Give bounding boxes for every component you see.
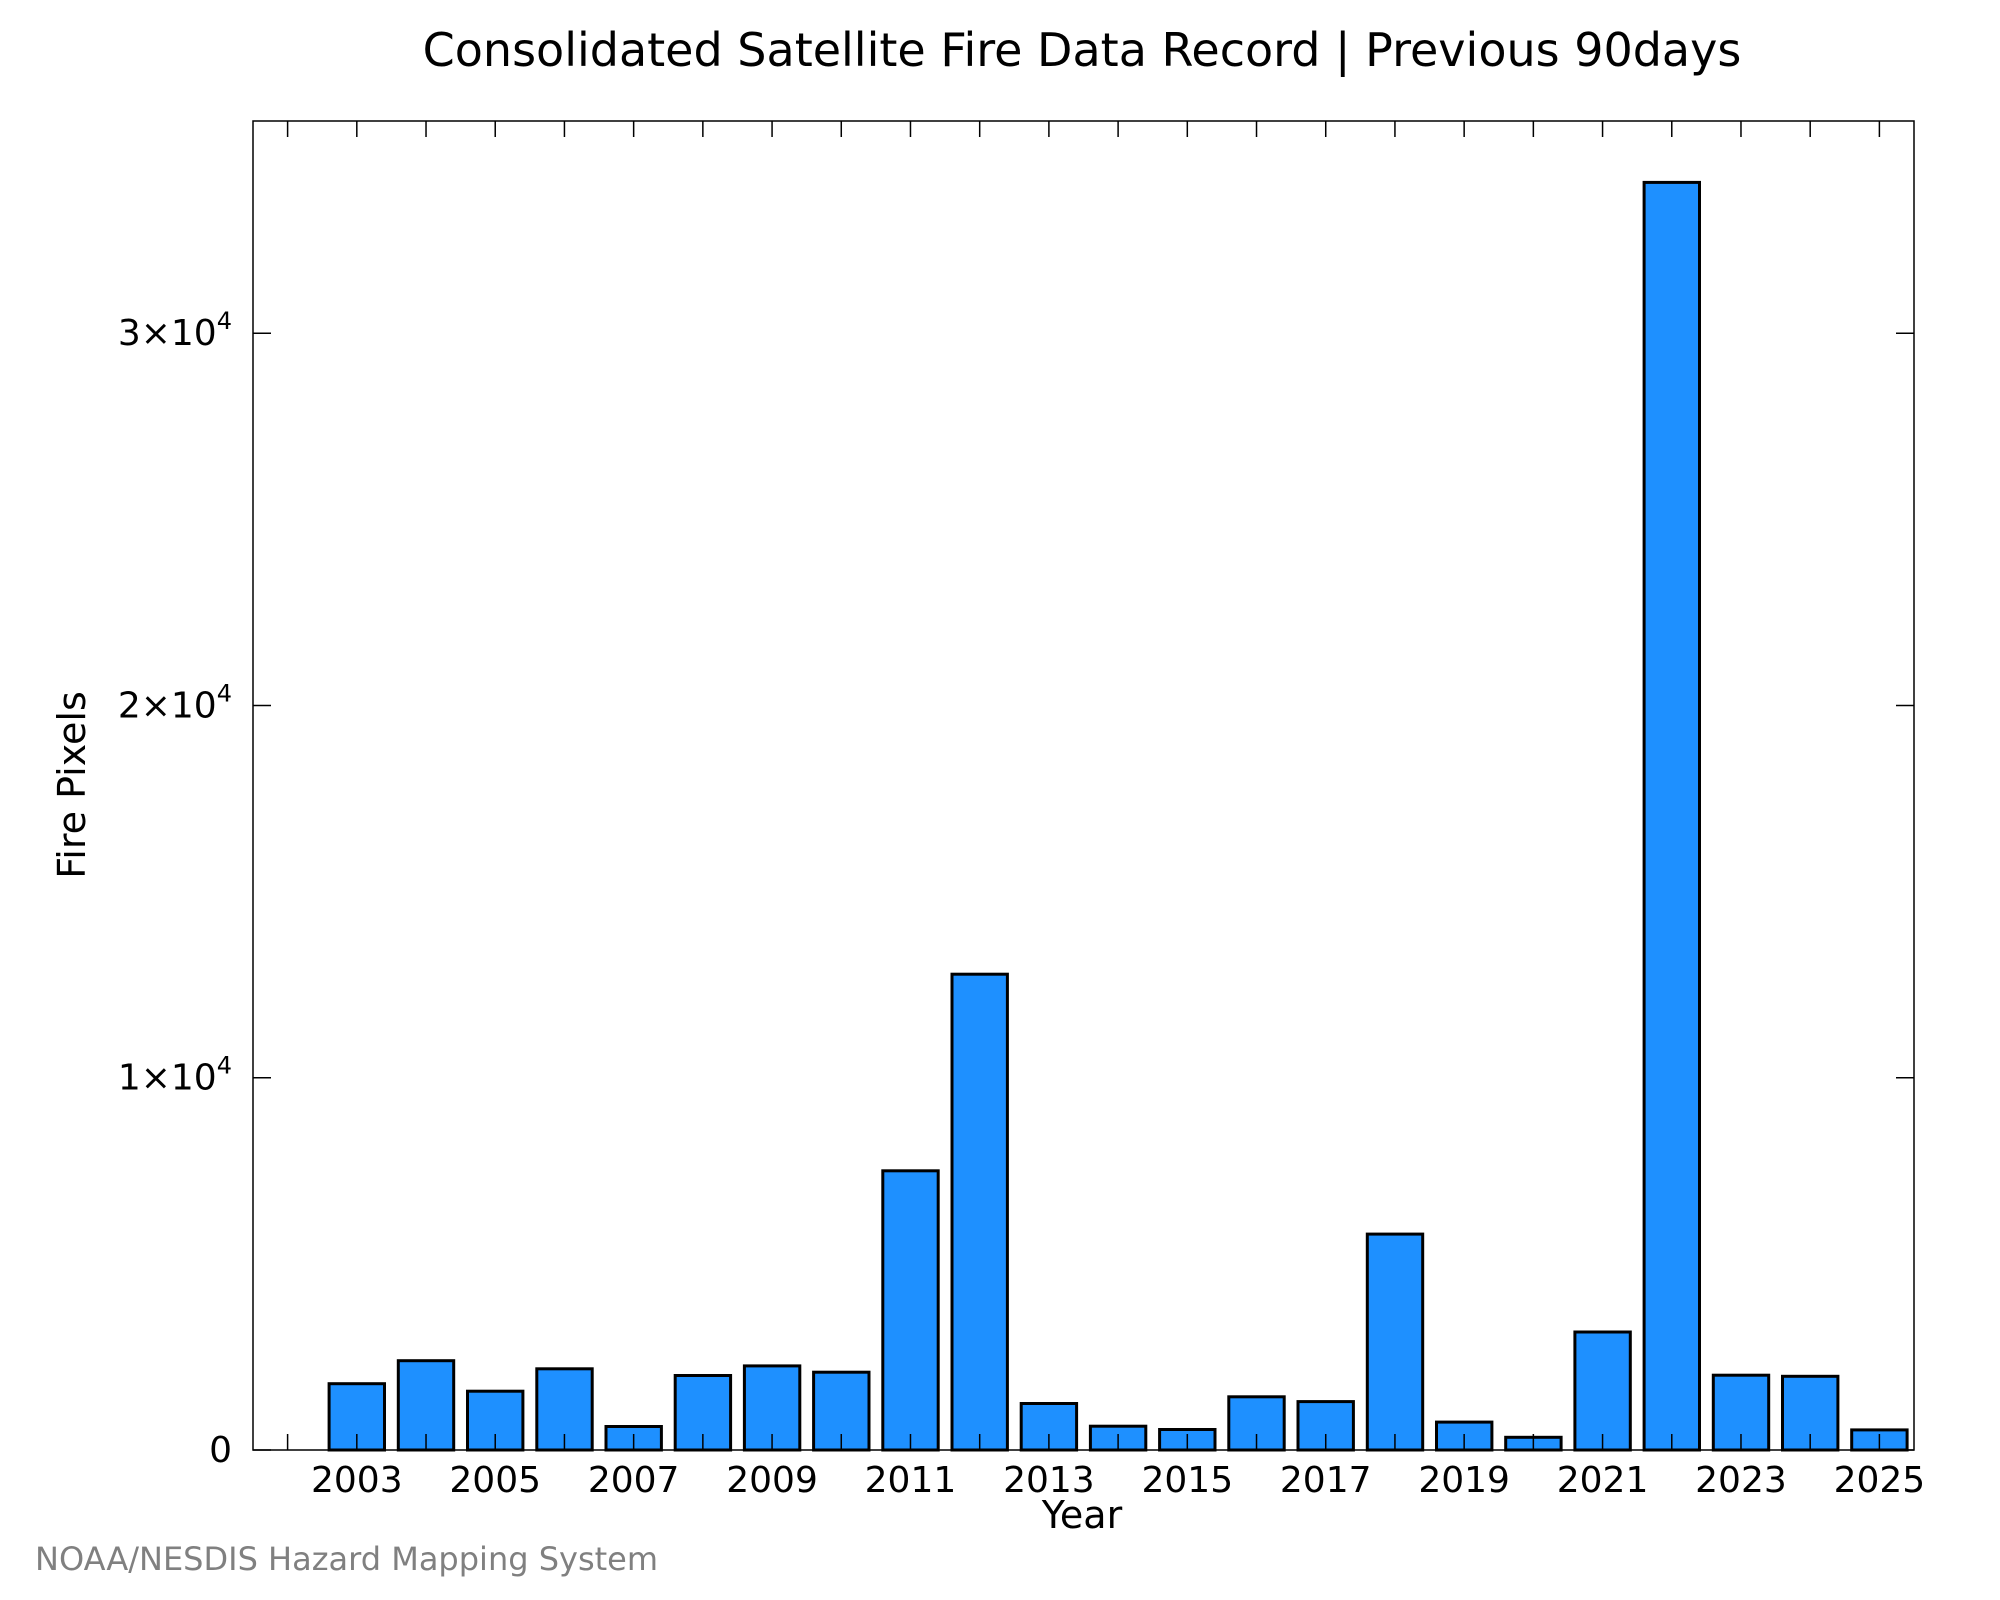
y-axis-label: Fire Pixels (50, 691, 94, 879)
bar-2022 (1642, 180, 1701, 1452)
x-tick-label-2025: 2025 (1834, 1460, 1926, 1501)
chart-title: Consolidated Satellite Fire Data Record … (423, 23, 1742, 78)
bar-2021 (1573, 1330, 1632, 1452)
x-tick-label-2011: 2011 (865, 1460, 957, 1501)
source-credit: NOAA/NESDIS Hazard Mapping System (35, 1540, 659, 1578)
bar-2018 (1365, 1232, 1425, 1452)
x-tick-label-2017: 2017 (1280, 1460, 1372, 1501)
x-tick-label-2003: 2003 (311, 1460, 403, 1501)
x-tick-label-2021: 2021 (1557, 1460, 1649, 1501)
x-tick-label-2019: 2019 (1418, 1460, 1510, 1501)
y-tick-label-20000: 2×104 (118, 679, 232, 726)
y-tick-label-10000: 1×104 (118, 1052, 232, 1099)
plot-area: 2003 2005 2007 2009 2011 2013 2015 2017 2019 2021… (118, 120, 1926, 1501)
plot-frame (252, 120, 1915, 1451)
x-tick-label-2023: 2023 (1695, 1460, 1787, 1501)
y-tick-label-0: 0 (209, 1430, 232, 1471)
x-tick-label-2007: 2007 (588, 1460, 680, 1501)
bar-2011 (881, 1169, 940, 1452)
x-tick-label-2005: 2005 (449, 1460, 541, 1501)
bar-2012 (950, 972, 1009, 1452)
bar-2013 (1019, 1402, 1079, 1452)
x-tick-label-2009: 2009 (726, 1460, 818, 1501)
y-tick-label-30000: 3×104 (118, 307, 232, 354)
x-axis-label: Year (1041, 1493, 1123, 1537)
x-tick-label-2013: 2013 (1003, 1460, 1095, 1501)
x-tick-label-2015: 2015 (1142, 1460, 1234, 1501)
